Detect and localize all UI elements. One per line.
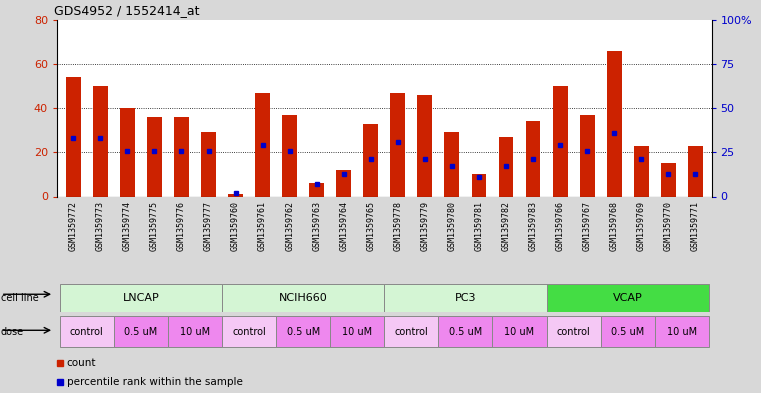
Bar [384, 316, 438, 347]
Text: PC3: PC3 [454, 293, 476, 303]
Bar [384, 284, 546, 312]
Text: VCAP: VCAP [613, 293, 642, 303]
Bar [600, 316, 654, 347]
Bar [336, 170, 351, 196]
Text: control: control [557, 327, 591, 337]
Text: GSM1359773: GSM1359773 [96, 201, 105, 251]
Bar [282, 115, 297, 196]
Bar [438, 316, 492, 347]
Text: control: control [232, 327, 266, 337]
Bar [634, 146, 648, 196]
Text: count: count [67, 358, 96, 367]
Text: 10 uM: 10 uM [667, 327, 697, 337]
Bar [276, 316, 330, 347]
Bar [654, 316, 708, 347]
Text: GSM1359760: GSM1359760 [231, 201, 240, 251]
Text: control: control [70, 327, 103, 337]
Text: GSM1359767: GSM1359767 [583, 201, 591, 251]
Text: 0.5 uM: 0.5 uM [124, 327, 158, 337]
Text: dose: dose [1, 327, 24, 337]
Bar [498, 137, 514, 196]
Bar [330, 316, 384, 347]
Bar [120, 108, 135, 196]
Text: GSM1359782: GSM1359782 [501, 201, 511, 251]
Text: GSM1359783: GSM1359783 [529, 201, 537, 251]
Bar [607, 51, 622, 196]
Bar [688, 146, 702, 196]
Bar [661, 163, 676, 196]
Bar [222, 316, 276, 347]
Text: GDS4952 / 1552414_at: GDS4952 / 1552414_at [54, 4, 199, 17]
Text: GSM1359761: GSM1359761 [258, 201, 267, 251]
Text: GSM1359762: GSM1359762 [285, 201, 295, 251]
Bar [255, 93, 270, 196]
Bar [492, 316, 546, 347]
Bar [418, 95, 432, 196]
Bar [168, 316, 222, 347]
Text: GSM1359774: GSM1359774 [123, 201, 132, 251]
Text: 10 uM: 10 uM [505, 327, 534, 337]
Text: GSM1359776: GSM1359776 [177, 201, 186, 251]
Text: NCIH660: NCIH660 [279, 293, 327, 303]
Bar [201, 132, 216, 196]
Text: GSM1359769: GSM1359769 [637, 201, 646, 251]
Bar [472, 174, 486, 196]
Text: GSM1359775: GSM1359775 [150, 201, 159, 251]
Bar [60, 284, 222, 312]
Text: 0.5 uM: 0.5 uM [287, 327, 320, 337]
Text: GSM1359771: GSM1359771 [691, 201, 700, 251]
Text: 10 uM: 10 uM [180, 327, 210, 337]
Bar [363, 123, 378, 196]
Text: GSM1359772: GSM1359772 [68, 201, 78, 251]
Text: 10 uM: 10 uM [342, 327, 372, 337]
Bar [114, 316, 168, 347]
Bar [147, 117, 162, 196]
Bar [526, 121, 540, 196]
Bar [309, 183, 324, 196]
Bar [546, 284, 708, 312]
Bar [66, 77, 81, 196]
Text: LNCAP: LNCAP [123, 293, 159, 303]
Text: GSM1359766: GSM1359766 [556, 201, 565, 251]
Bar [444, 132, 460, 196]
Text: GSM1359781: GSM1359781 [474, 201, 483, 251]
Text: GSM1359765: GSM1359765 [366, 201, 375, 251]
Text: 0.5 uM: 0.5 uM [611, 327, 645, 337]
Text: GSM1359778: GSM1359778 [393, 201, 403, 251]
Bar [174, 117, 189, 196]
Bar [390, 93, 406, 196]
Bar [580, 115, 594, 196]
Text: 0.5 uM: 0.5 uM [449, 327, 482, 337]
Bar [60, 316, 114, 347]
Bar [222, 284, 384, 312]
Text: GSM1359768: GSM1359768 [610, 201, 619, 251]
Text: GSM1359777: GSM1359777 [204, 201, 213, 251]
Text: GSM1359779: GSM1359779 [420, 201, 429, 251]
Bar [228, 194, 243, 196]
Text: control: control [394, 327, 428, 337]
Text: GSM1359764: GSM1359764 [339, 201, 349, 251]
Text: GSM1359780: GSM1359780 [447, 201, 457, 251]
Bar [546, 316, 600, 347]
Bar [552, 86, 568, 196]
Text: GSM1359770: GSM1359770 [664, 201, 673, 251]
Text: percentile rank within the sample: percentile rank within the sample [67, 377, 243, 387]
Bar [93, 86, 108, 196]
Text: GSM1359763: GSM1359763 [312, 201, 321, 251]
Text: cell line: cell line [1, 293, 39, 303]
